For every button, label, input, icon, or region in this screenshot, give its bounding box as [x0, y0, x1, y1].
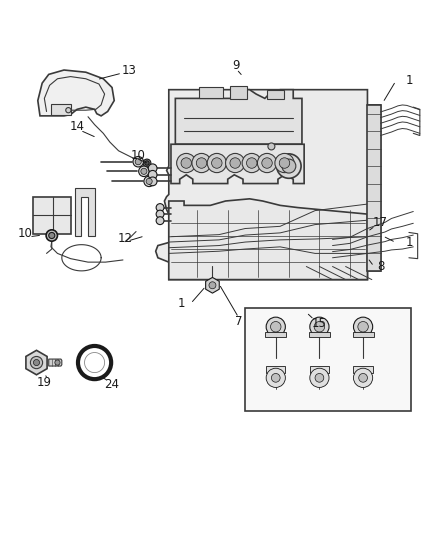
Circle shape — [359, 374, 367, 382]
Text: 1: 1 — [178, 297, 186, 310]
Bar — [266, 366, 286, 374]
Text: 7: 7 — [235, 314, 242, 328]
Circle shape — [212, 158, 222, 168]
Circle shape — [282, 159, 296, 173]
Bar — [309, 332, 330, 337]
Bar — [353, 366, 373, 374]
Circle shape — [271, 321, 281, 332]
Circle shape — [141, 168, 147, 174]
Polygon shape — [155, 90, 381, 280]
Bar — [33, 197, 71, 234]
Bar — [265, 332, 286, 337]
Text: 12: 12 — [118, 232, 133, 245]
Circle shape — [310, 368, 329, 387]
Circle shape — [242, 154, 261, 173]
Polygon shape — [169, 199, 367, 280]
Circle shape — [55, 360, 60, 365]
Circle shape — [358, 321, 368, 332]
Polygon shape — [171, 144, 304, 183]
Circle shape — [192, 154, 211, 173]
Polygon shape — [367, 105, 381, 271]
Circle shape — [146, 179, 152, 184]
Circle shape — [266, 368, 286, 387]
Circle shape — [181, 158, 191, 168]
Circle shape — [262, 158, 272, 168]
Text: 8: 8 — [377, 260, 384, 273]
Bar — [310, 366, 329, 374]
Circle shape — [272, 374, 280, 382]
Circle shape — [148, 164, 157, 173]
Bar — [245, 308, 411, 410]
Polygon shape — [49, 359, 62, 366]
Text: 1: 1 — [405, 236, 413, 249]
Circle shape — [148, 177, 157, 185]
Circle shape — [266, 317, 286, 336]
Bar — [267, 90, 285, 99]
Polygon shape — [75, 188, 95, 236]
Circle shape — [209, 282, 216, 289]
Circle shape — [207, 154, 226, 173]
Circle shape — [143, 159, 151, 167]
Text: 19: 19 — [37, 376, 52, 389]
Bar — [199, 87, 223, 99]
Circle shape — [353, 317, 373, 336]
Circle shape — [268, 143, 275, 150]
Circle shape — [315, 374, 324, 382]
Circle shape — [258, 154, 277, 173]
Circle shape — [196, 158, 207, 168]
Circle shape — [33, 359, 39, 366]
Circle shape — [156, 217, 164, 224]
Circle shape — [177, 154, 196, 173]
Bar — [353, 332, 374, 337]
Text: 17: 17 — [373, 216, 388, 229]
Bar — [230, 86, 247, 99]
Text: 10: 10 — [131, 149, 146, 161]
Text: 9: 9 — [233, 59, 240, 72]
Circle shape — [133, 157, 144, 167]
Polygon shape — [175, 90, 302, 144]
Circle shape — [279, 158, 290, 168]
Circle shape — [230, 158, 240, 168]
Circle shape — [49, 232, 55, 239]
Circle shape — [275, 154, 294, 173]
Circle shape — [145, 161, 149, 165]
Circle shape — [46, 230, 57, 241]
Circle shape — [156, 210, 164, 218]
Circle shape — [314, 321, 325, 332]
Circle shape — [144, 176, 154, 187]
Circle shape — [353, 368, 373, 387]
Circle shape — [66, 108, 71, 113]
Circle shape — [277, 154, 301, 179]
Text: 15: 15 — [312, 317, 327, 330]
Circle shape — [30, 357, 42, 369]
Polygon shape — [206, 277, 219, 293]
Polygon shape — [38, 70, 114, 116]
Polygon shape — [26, 350, 47, 375]
Circle shape — [135, 159, 141, 165]
Text: 1: 1 — [405, 75, 413, 87]
Circle shape — [148, 171, 157, 179]
Circle shape — [247, 158, 257, 168]
Circle shape — [156, 204, 164, 212]
Text: 10: 10 — [17, 227, 32, 240]
Circle shape — [226, 154, 245, 173]
Circle shape — [310, 317, 329, 336]
Text: 24: 24 — [105, 378, 120, 391]
Text: 14: 14 — [70, 120, 85, 133]
Text: 13: 13 — [122, 63, 137, 77]
Bar — [51, 103, 71, 115]
Circle shape — [139, 166, 149, 176]
